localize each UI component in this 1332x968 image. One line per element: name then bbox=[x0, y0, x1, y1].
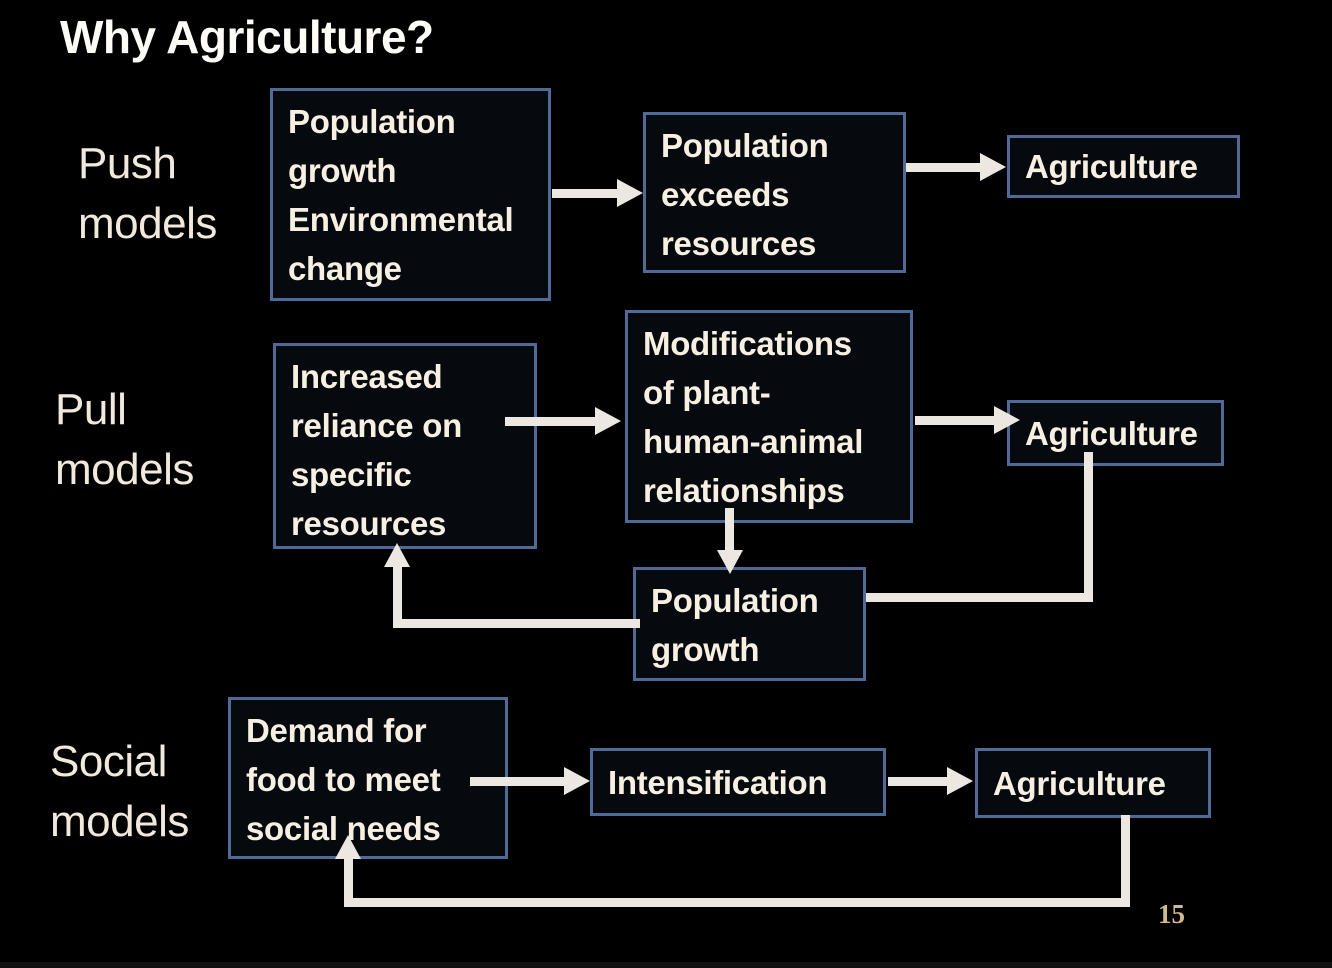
social-models-label-line2: models bbox=[50, 797, 189, 846]
pull-models-label-line2: models bbox=[55, 445, 194, 494]
box-text-line: Agriculture bbox=[1025, 148, 1198, 185]
box-text-line: resources bbox=[291, 505, 447, 542]
arrow-social1-head-icon bbox=[564, 767, 590, 795]
push-models-label: Push models bbox=[78, 134, 217, 254]
page-number: 15 bbox=[1158, 899, 1185, 929]
box-text-line: growth bbox=[651, 631, 760, 668]
arrow-social2-shaft bbox=[888, 777, 949, 786]
connector-agriculture-popgrowth-horizontal bbox=[866, 593, 1093, 602]
arrow-pull2-head-icon bbox=[994, 406, 1020, 434]
arrow-agriculture-demand-vertical-down bbox=[1121, 815, 1130, 907]
box-text-line: exceeds bbox=[661, 176, 790, 213]
box-population-growth-feedback: Population growth bbox=[633, 567, 866, 681]
box-agriculture-pull: Agriculture bbox=[1007, 400, 1224, 466]
bottom-letterbox bbox=[0, 962, 1332, 968]
box-text-line: Demand for bbox=[246, 712, 427, 749]
arrow-agriculture-demand-horizontal bbox=[344, 898, 1130, 907]
box-text-line: Modifications bbox=[643, 325, 852, 362]
box-text-line: Population bbox=[288, 103, 456, 140]
box-text-line: reliance on bbox=[291, 407, 462, 444]
connector-agriculture-popgrowth-vertical bbox=[1084, 452, 1093, 602]
box-text-line: of plant- bbox=[643, 374, 771, 411]
slide-title: Why Agriculture? bbox=[60, 11, 434, 63]
box-agriculture-push: Agriculture bbox=[1007, 135, 1240, 198]
box-text-line: Increased bbox=[291, 358, 443, 395]
arrow-push2-head-icon bbox=[980, 153, 1006, 181]
box-text-line: specific bbox=[291, 456, 412, 493]
box-demand-for-food: Demand for food to meet social needs bbox=[228, 697, 508, 859]
box-intensification: Intensification bbox=[590, 748, 886, 816]
pull-models-label-line1: Pull bbox=[55, 385, 127, 434]
arrow-pull2-shaft bbox=[915, 416, 996, 425]
arrow-push2-shaft bbox=[906, 163, 982, 172]
box-increased-reliance: Increased reliance on specific resources bbox=[273, 343, 537, 549]
arrow-pull1-head-icon bbox=[595, 407, 621, 435]
box-text-line: relationships bbox=[643, 472, 845, 509]
arrow-push1-shaft bbox=[552, 189, 619, 198]
box-text-line: Agriculture bbox=[1025, 414, 1198, 452]
box-text-line: food to meet bbox=[246, 761, 441, 798]
box-text-line: Environmental bbox=[288, 201, 514, 238]
arrow-popgrowth-reliance-horizontal bbox=[393, 619, 640, 628]
box-text-line: Agriculture bbox=[993, 764, 1166, 802]
box-text-line: Intensification bbox=[608, 763, 828, 801]
pull-models-label: Pull models bbox=[55, 380, 194, 500]
box-modifications-relationships: Modifications of plant- human-animal rel… bbox=[625, 310, 913, 523]
box-agriculture-social: Agriculture bbox=[975, 748, 1211, 818]
social-models-label: Social models bbox=[50, 732, 189, 852]
box-text-line: human-animal bbox=[643, 423, 864, 460]
box-population-exceeds-resources: Population exceeds resources bbox=[643, 112, 906, 273]
arrow-pull-down-head-icon bbox=[717, 550, 743, 574]
box-text-line: Population bbox=[651, 582, 819, 619]
arrow-popgrowth-reliance-head-icon bbox=[384, 543, 410, 567]
social-models-label-line1: Social bbox=[50, 737, 167, 786]
box-text-line: social needs bbox=[246, 810, 441, 847]
arrow-popgrowth-reliance-vertical bbox=[393, 566, 402, 628]
arrow-social2-head-icon bbox=[947, 767, 973, 795]
push-models-label-line1: Push bbox=[78, 139, 177, 188]
arrow-agriculture-demand-vertical-up bbox=[344, 858, 353, 907]
box-text-line: resources bbox=[661, 225, 817, 262]
arrow-agriculture-demand-head-icon bbox=[335, 835, 361, 859]
arrow-pull1-shaft bbox=[505, 417, 597, 426]
arrow-social1-shaft bbox=[470, 777, 566, 786]
box-text-line: growth bbox=[288, 152, 397, 189]
arrow-push1-head-icon bbox=[617, 179, 643, 207]
arrow-pull-down-shaft bbox=[725, 508, 734, 552]
box-population-growth-environmental-change: Population growth Environmental change bbox=[270, 88, 551, 301]
box-text-line: Population bbox=[661, 127, 829, 164]
push-models-label-line2: models bbox=[78, 199, 217, 248]
box-text-line: change bbox=[288, 250, 402, 287]
